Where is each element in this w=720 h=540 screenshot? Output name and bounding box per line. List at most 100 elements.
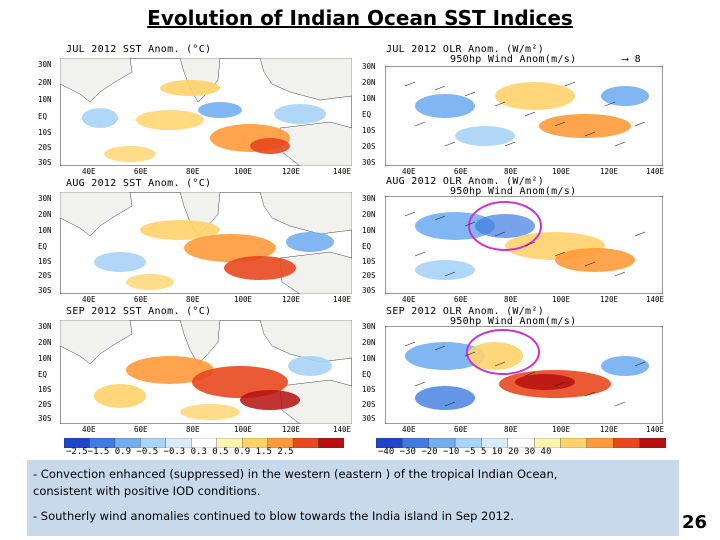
- sst-lon-label: 80E: [186, 295, 200, 304]
- note-line-2: consistent with positive IOD conditions.: [33, 484, 261, 498]
- olr-lon-label: 40E: [402, 295, 416, 304]
- olr-aug-title: AUG 2012 OLR Anom. (W/m²): [386, 176, 545, 187]
- sst-lat-label: 20S: [38, 271, 52, 280]
- olr-lon-label: 120E: [600, 167, 619, 176]
- sst-lat-label: 30N: [38, 60, 52, 69]
- sst-lat-label: EQ: [38, 370, 48, 379]
- olr-lon-label: 60E: [454, 167, 468, 176]
- sst-lat-label: 10S: [38, 385, 52, 394]
- colorbar-swatch: [613, 438, 640, 448]
- olr-lon-label: 80E: [504, 295, 518, 304]
- sst-lon-label: 120E: [282, 425, 301, 434]
- sst-lat-label: 10S: [38, 128, 52, 137]
- sst-colorbar: [64, 438, 344, 448]
- olr-lat-label: 20S: [362, 142, 376, 151]
- olr-lon-label: 100E: [552, 167, 571, 176]
- olr-lon-label: 140E: [646, 425, 665, 434]
- sst-jul-map: [60, 58, 352, 166]
- olr-lon-label: 40E: [402, 425, 416, 434]
- olr-lon-label: 140E: [646, 167, 665, 176]
- olr-lat-label: 10S: [362, 126, 376, 135]
- sst-colorbar-labels: −2.5−1.5 0.9 −0.5 −0.3 0.3 0.5 0.9 1.5 2…: [66, 447, 294, 457]
- colorbar-swatch: [586, 438, 614, 448]
- olr-colorbar-labels: −40 −30 −20 −10 −5 5 10 20 30 40: [378, 447, 552, 457]
- olr-lon-label: 140E: [646, 295, 665, 304]
- olr-lat-label: 30S: [362, 414, 376, 423]
- olr-lon-label: 100E: [552, 295, 571, 304]
- olr-aug-wind-subtitle: 950hp Wind Anom(m/s): [450, 186, 577, 197]
- sst-sep-title: SEP 2012 SST Anom. (°C): [66, 306, 212, 317]
- sst-lat-label: EQ: [38, 242, 48, 251]
- sst-lat-label: 20N: [38, 210, 52, 219]
- page-number: 26: [682, 512, 708, 533]
- sst-lat-label: 30N: [38, 194, 52, 203]
- olr-lat-label: 30S: [362, 286, 376, 295]
- olr-lon-label: 120E: [600, 295, 619, 304]
- sst-lon-label: 100E: [234, 167, 253, 176]
- olr-lon-label: 80E: [504, 425, 518, 434]
- sst-lon-label: 100E: [234, 425, 253, 434]
- olr-lat-label: 10S: [362, 257, 376, 266]
- sst-lon-label: 140E: [333, 167, 352, 176]
- olr-aug-map: [385, 196, 663, 294]
- olr-lat-label: 30N: [362, 194, 376, 203]
- olr-lon-label: 60E: [454, 425, 468, 434]
- sst-lat-label: 30S: [38, 286, 52, 295]
- colorbar-swatch: [318, 438, 344, 448]
- olr-lon-label: 80E: [504, 167, 518, 176]
- note-line-1: - Convection enhanced (suppressed) in th…: [33, 467, 558, 481]
- sst-lon-label: 80E: [186, 425, 200, 434]
- sst-lat-label: 20N: [38, 338, 52, 347]
- olr-lat-label: 10N: [362, 94, 376, 103]
- olr-sep-title: SEP 2012 OLR Anom. (W/m²): [386, 306, 545, 317]
- olr-colorbar: [376, 438, 666, 448]
- sst-lat-label: EQ: [38, 112, 48, 121]
- sst-lon-label: 40E: [82, 295, 96, 304]
- sst-lat-label: 20N: [38, 78, 52, 87]
- sst-lon-label: 140E: [333, 295, 352, 304]
- olr-lat-label: 20N: [362, 78, 376, 87]
- olr-sep-wind-subtitle: 950hp Wind Anom(m/s): [450, 316, 577, 327]
- olr-lon-label: 60E: [454, 295, 468, 304]
- olr-lat-label: 30N: [362, 322, 376, 331]
- ref-arrow-label: 8: [634, 54, 641, 65]
- notes-box: - Convection enhanced (suppressed) in th…: [27, 460, 679, 536]
- sst-lat-label: 10S: [38, 257, 52, 266]
- sst-lon-label: 40E: [82, 167, 96, 176]
- sst-jul-title: JUL 2012 SST Anom. (°C): [66, 44, 212, 55]
- sst-sep-map: [60, 320, 352, 424]
- sst-aug-map: [60, 192, 352, 294]
- olr-lat-label: 20N: [362, 338, 376, 347]
- olr-lon-label: 120E: [600, 425, 619, 434]
- sst-lon-label: 60E: [134, 167, 148, 176]
- colorbar-swatch: [639, 438, 666, 448]
- sst-lat-label: 20S: [38, 143, 52, 152]
- olr-sep-map: [385, 326, 663, 424]
- olr-lat-label: 10S: [362, 385, 376, 394]
- page-title: Evolution of Indian Ocean SST Indices: [147, 6, 573, 30]
- olr-jul-ref-arrow: ⟶ 8: [622, 54, 641, 65]
- sst-lat-label: 10N: [38, 354, 52, 363]
- sst-lon-label: 120E: [282, 167, 301, 176]
- olr-jul-title: JUL 2012 OLR Anom. (W/m²): [386, 44, 545, 55]
- olr-jul-wind-subtitle: 950hp Wind Anom(m/s): [450, 54, 577, 65]
- sst-aug-title: AUG 2012 SST Anom. (°C): [66, 178, 212, 189]
- sst-lat-label: 10N: [38, 95, 52, 104]
- olr-lat-label: 10N: [362, 354, 376, 363]
- sst-lat-label: 30S: [38, 414, 52, 423]
- sst-lon-label: 100E: [234, 295, 253, 304]
- olr-lat-label: EQ: [362, 110, 372, 119]
- olr-lat-label: 20N: [362, 210, 376, 219]
- olr-lon-label: 40E: [402, 167, 416, 176]
- olr-lat-label: 20S: [362, 400, 376, 409]
- olr-lat-label: 30N: [362, 62, 376, 71]
- sst-lat-label: 30S: [38, 158, 52, 167]
- sst-lon-label: 60E: [134, 295, 148, 304]
- colorbar-swatch: [292, 438, 319, 448]
- note-line-3: - Southerly wind anomalies continued to …: [33, 509, 514, 523]
- olr-lat-label: 30S: [362, 158, 376, 167]
- sst-lon-label: 60E: [134, 425, 148, 434]
- sst-lat-label: 10N: [38, 226, 52, 235]
- olr-lat-label: EQ: [362, 242, 372, 251]
- olr-jul-map: [385, 66, 663, 166]
